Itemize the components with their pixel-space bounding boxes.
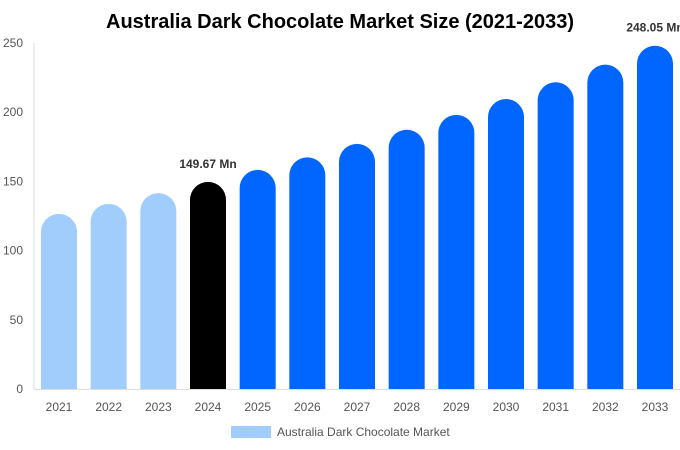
data-label: 248.05 Mn [626,21,680,35]
x-tick-label: 2024 [195,400,222,414]
x-tick-label: 2030 [493,400,520,414]
bar-2032 [587,64,624,390]
x-tick-label: 2025 [244,400,271,414]
legend-swatch [231,426,271,438]
bar-2024 [190,181,226,389]
bar-2027 [339,143,375,389]
x-tick-label: 2033 [642,400,669,414]
x-tick-label: 2026 [294,400,321,414]
bar-2021 [41,213,77,389]
bar-2029 [438,114,475,390]
x-tick-label: 2021 [46,400,73,414]
legend-label: Australia Dark Chocolate Market [277,425,450,439]
x-tick-label: 2027 [344,400,371,414]
x-tick-label: 2029 [443,400,470,414]
x-tick-label: 2028 [393,400,420,414]
chart-title: Australia Dark Chocolate Market Size (20… [106,11,574,33]
bar-2026 [289,157,326,389]
bar-2030 [488,99,524,389]
x-tick-label: 2032 [592,400,619,414]
y-tick-label: 150 [3,174,23,188]
bar-2031 [537,82,574,389]
bar-2033 [637,45,673,390]
bar-2022 [90,203,127,389]
y-tick-label: 50 [10,313,24,327]
y-tick-label: 100 [3,244,23,258]
x-tick-label: 2031 [542,400,569,414]
bar-2025 [239,169,276,389]
y-tick-label: 0 [16,382,23,396]
data-label: 149.67 Mn [179,157,236,171]
y-tick-label: 200 [3,105,23,119]
y-tick-label: 250 [3,36,23,50]
legend: Australia Dark Chocolate Market [231,425,450,439]
x-tick-label: 2022 [95,400,122,414]
bar-2023 [140,193,177,389]
bar-2028 [388,129,425,389]
x-tick-label: 2023 [145,400,172,414]
